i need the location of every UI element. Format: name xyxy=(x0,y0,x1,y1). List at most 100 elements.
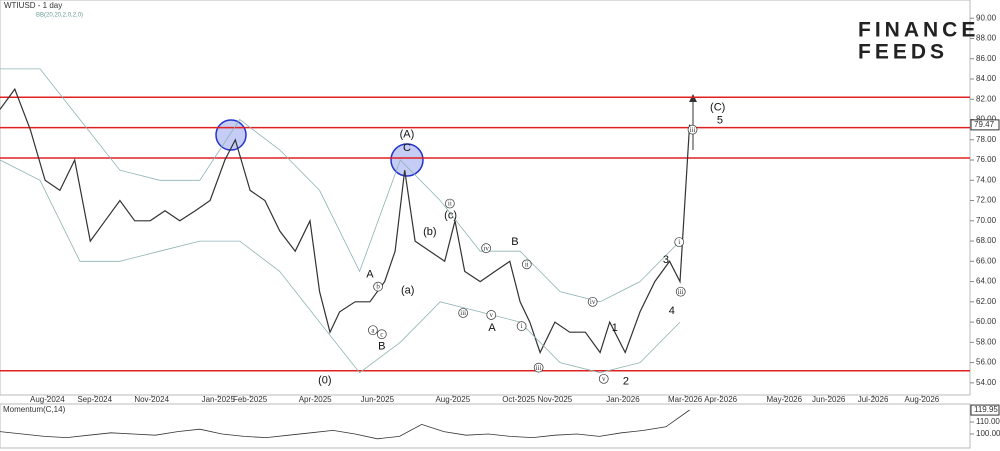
wave-label: (0) xyxy=(318,375,331,387)
y-tick-label: 78.00 xyxy=(976,135,997,144)
y-tick-label: 86.00 xyxy=(976,54,997,63)
wave-label: iii xyxy=(460,309,466,317)
wave-circle xyxy=(458,308,469,318)
wave-label: c xyxy=(380,330,383,338)
y-tick-label: 66.00 xyxy=(976,256,997,265)
logo-top: FINANCE xyxy=(858,19,979,42)
price-line xyxy=(0,87,691,355)
x-tick-label: Feb-2025 xyxy=(233,395,268,404)
wave-circle xyxy=(675,286,686,297)
x-tick-label: Nov-2024 xyxy=(134,395,169,404)
momentum-tag-label: 119.95 xyxy=(974,405,998,414)
x-tick-label: Jan-2025 xyxy=(202,395,236,404)
wave-label: ii xyxy=(525,260,529,268)
y-tick-label: 100.00 xyxy=(976,429,1000,438)
wave-label: B xyxy=(511,236,518,248)
wave-label: (c) xyxy=(444,210,457,222)
y-tick-label: 64.00 xyxy=(976,277,997,286)
arrow-head xyxy=(689,94,697,102)
y-tick-label: 72.00 xyxy=(976,196,997,205)
logo-bottom: FEEDS xyxy=(858,41,948,64)
wave-label: v xyxy=(602,375,606,383)
y-tick-label: 70.00 xyxy=(976,216,997,225)
wave-circle xyxy=(687,124,698,135)
x-tick-label: May-2026 xyxy=(766,395,802,404)
wave-label: 3 xyxy=(663,254,669,266)
wave-label: b xyxy=(376,283,380,291)
main-panel xyxy=(0,0,971,396)
wave-circle xyxy=(481,243,491,253)
y-tick-label: 84.00 xyxy=(976,74,997,83)
y-tick-label: 82.00 xyxy=(976,94,997,103)
wave-label: iii xyxy=(536,364,542,372)
momentum-panel xyxy=(0,403,971,449)
x-tick-label: Apr-2025 xyxy=(299,395,332,404)
x-tick-label: Aug-2025 xyxy=(435,395,470,404)
momentum-line xyxy=(0,409,690,440)
wave-label: iii xyxy=(690,126,696,134)
wave-label: (A) xyxy=(400,129,415,141)
wave-label: ii xyxy=(448,200,452,208)
price-tag xyxy=(970,119,1000,131)
wave-label: (a) xyxy=(401,285,414,297)
x-tick-label: Apr-2026 xyxy=(704,395,737,404)
wave-label: B xyxy=(378,340,385,352)
momentum-title: Momentum(C,14) xyxy=(3,405,66,414)
x-tick-label: Aug-2026 xyxy=(905,395,940,404)
wave-circle xyxy=(674,237,685,247)
y-tick-label: 58.00 xyxy=(976,337,997,346)
y-tick-label: 110.00 xyxy=(976,417,1000,426)
highlight-circle xyxy=(390,143,424,177)
y-tick-label: 60.00 xyxy=(976,317,997,326)
wave-label: i xyxy=(521,322,523,330)
y-tick-label: 88.00 xyxy=(976,34,997,43)
y-tick-label: 74.00 xyxy=(976,175,997,184)
wave-circle xyxy=(376,329,387,340)
y-tick-label: 54.00 xyxy=(976,378,997,387)
wave-label: iv xyxy=(483,244,489,252)
wave-label: 4 xyxy=(669,305,675,317)
wave-circle xyxy=(521,259,532,270)
wave-label: 1 xyxy=(612,322,618,334)
wave-label: a xyxy=(371,326,375,334)
wave-circle xyxy=(516,321,527,331)
indicator-label: BB(20,20,2,0,2,0) xyxy=(36,13,83,19)
x-tick-label: Jun-2026 xyxy=(812,395,846,404)
wave-label: iv xyxy=(590,298,596,306)
price-tag-label: 79.47 xyxy=(974,120,995,129)
x-tick-label: Oct-2025 xyxy=(502,395,535,404)
wave-label: (b) xyxy=(423,226,436,238)
wave-label: i xyxy=(678,238,680,246)
wave-circle xyxy=(373,281,383,292)
x-tick-label: Sep-2024 xyxy=(77,395,112,404)
chart-title: WTIUSD - 1 day xyxy=(4,1,62,10)
wave-label: C xyxy=(403,142,411,154)
x-tick-label: Aug-2024 xyxy=(30,395,65,404)
x-tick-label: Nov-2025 xyxy=(538,395,573,404)
y-tick-label: 90.00 xyxy=(976,13,997,22)
x-tick-label: Jun-2025 xyxy=(361,395,395,404)
x-tick-label: Jul-2026 xyxy=(858,395,889,404)
wave-label: (C) xyxy=(710,101,725,113)
x-tick-label: Jan-2026 xyxy=(606,395,640,404)
wave-circle xyxy=(598,373,609,384)
wave-circle xyxy=(587,296,598,307)
y-tick-label: 56.00 xyxy=(976,358,997,367)
y-tick-label: 68.00 xyxy=(976,236,997,245)
highlight-circle xyxy=(215,119,247,151)
wave-label: 2 xyxy=(623,376,629,388)
wave-label: A xyxy=(366,268,374,280)
wave-label: v xyxy=(490,311,494,319)
band-line xyxy=(0,68,681,303)
y-tick-label: 80.00 xyxy=(976,115,997,124)
wave-circle xyxy=(533,362,544,373)
y-tick-label: 76.00 xyxy=(976,155,997,164)
wave-circle xyxy=(368,325,378,336)
wave-label: 5 xyxy=(717,114,723,126)
y-tick-label: 62.00 xyxy=(976,297,997,306)
wave-circle xyxy=(486,310,497,320)
momentum-tag xyxy=(970,404,1000,416)
wave-label: iii xyxy=(678,288,684,296)
band-line xyxy=(0,159,681,374)
